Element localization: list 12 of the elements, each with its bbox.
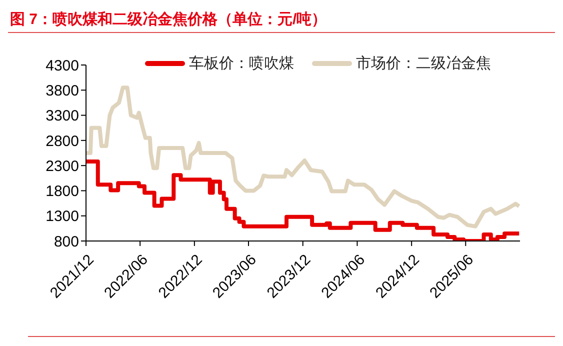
y-tick-label: 1800 xyxy=(46,183,79,200)
y-tick-label: 1300 xyxy=(46,208,79,226)
y-tick-label: 3300 xyxy=(46,108,79,125)
y-tick-label: 4300 xyxy=(46,57,79,74)
y-tick-label: 800 xyxy=(54,233,79,250)
legend-label: 市场价：二级冶金焦 xyxy=(356,54,491,73)
legend-label: 车板价：喷吹煤 xyxy=(189,54,294,73)
chart-title: 图 7：喷吹煤和二级冶金焦价格（单位：元/吨） xyxy=(10,10,327,29)
y-tick-label: 2300 xyxy=(46,158,79,175)
y-tick-label: 3800 xyxy=(46,82,79,100)
y-tick-label: 2800 xyxy=(46,132,79,150)
line-series xyxy=(86,86,520,228)
